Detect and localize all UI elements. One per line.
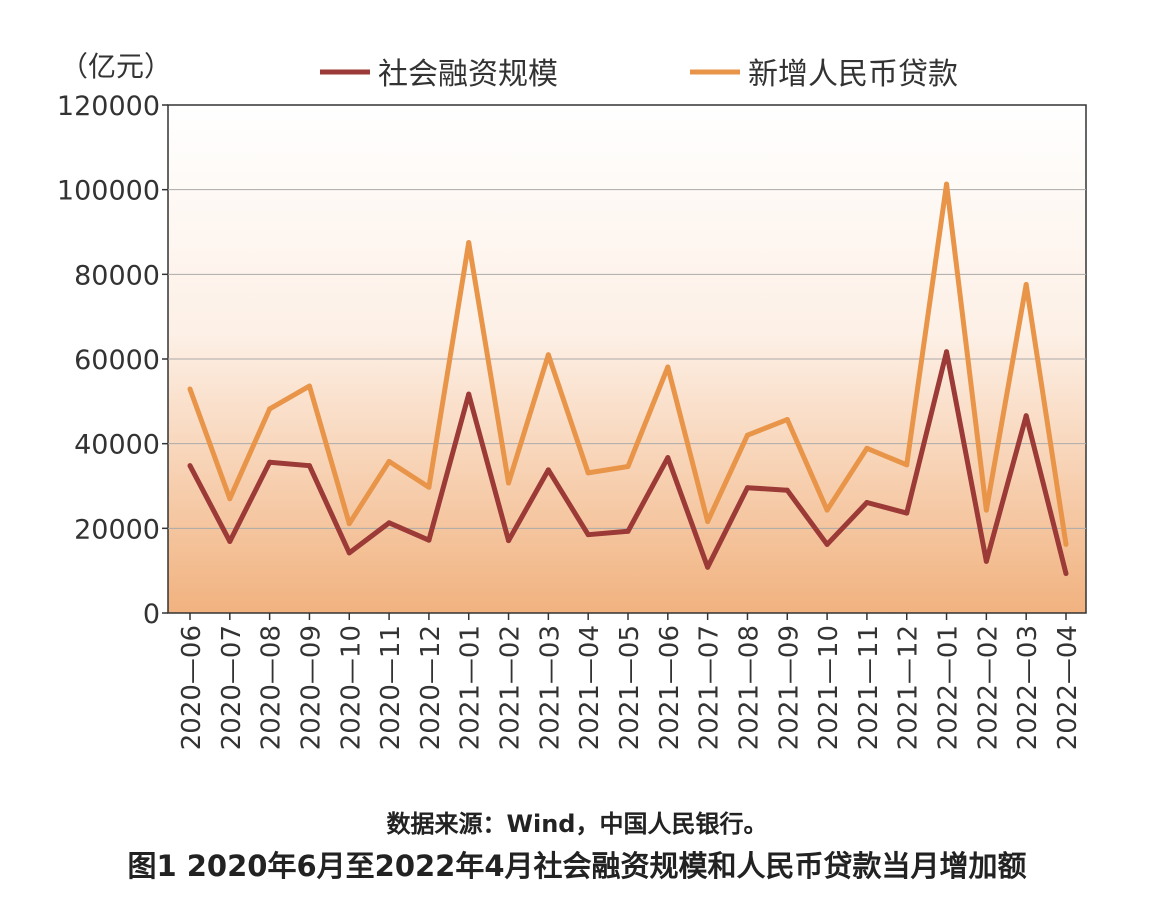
x-tick-label: 2021—06 [655,625,685,750]
data-point [944,349,950,355]
y-tick-label: 40000 [74,430,160,461]
legend-label-social-financing: 社会融资规模 [378,57,558,92]
x-tick-label: 2022—04 [1053,625,1083,750]
x-tick-label: 2021—08 [734,625,764,750]
data-point [665,455,671,461]
data-point [545,352,551,358]
data-point [386,458,392,464]
y-tick-label: 0 [143,599,160,630]
data-point [585,532,591,538]
x-tick-label: 2021—05 [615,625,645,750]
x-tick-label: 2021—11 [854,625,884,750]
data-point [426,484,432,490]
y-axis-unit: （亿元） [60,50,172,83]
data-point [904,462,910,468]
data-point [824,507,830,513]
x-tick-label: 2022—01 [934,625,964,750]
y-tick-label: 60000 [74,345,160,376]
data-point [466,391,472,397]
data-point [267,406,273,412]
x-tick-label: 2021—04 [575,625,605,750]
data-point [1063,541,1069,547]
x-tick-label: 2021—03 [535,625,565,750]
x-tick-label: 2020—07 [217,625,247,750]
x-tick-label: 2020—09 [296,625,326,750]
x-tick-label: 2021—01 [456,625,486,750]
data-point [1063,571,1069,577]
data-point [426,537,432,543]
data-point [1023,281,1029,287]
x-tick-label: 2020—06 [177,625,207,750]
data-point [744,485,750,491]
data-point [864,445,870,451]
y-tick-label: 80000 [74,260,160,291]
y-tick-label: 100000 [57,176,160,207]
x-tick-label: 2020—11 [376,625,406,750]
data-point [306,463,312,469]
data-point [506,538,512,544]
data-point [466,240,472,246]
data-point [864,500,870,506]
chart-title: 图1 2020年6月至2022年4月社会融资规模和人民币贷款当月增加额 [127,849,1026,883]
chart-source: 数据来源：Wind，中国人民银行。 [387,810,768,838]
x-tick-label: 2021—10 [814,625,844,750]
x-tick-label: 2021—02 [496,625,526,750]
data-point [784,417,790,423]
y-tick-label: 120000 [57,91,160,122]
x-tick-label: 2020—08 [257,625,287,750]
data-point [744,432,750,438]
data-point [585,470,591,476]
x-tick-label: 2021—07 [695,625,725,750]
data-point [1023,413,1029,419]
x-tick-label: 2021—09 [774,625,804,750]
x-tick-label: 2020—10 [336,625,366,750]
data-point [784,487,790,493]
data-point [506,480,512,486]
data-point [227,496,233,502]
data-point [904,510,910,516]
y-tick-label: 20000 [74,514,160,545]
data-point [267,459,273,465]
legend-label-rmb-loans: 新增人民币贷款 [748,57,958,92]
data-point [625,464,631,470]
data-point [705,519,711,525]
data-point [944,181,950,187]
data-point [346,521,352,527]
x-tick-label: 2022—03 [1013,625,1043,750]
data-point [386,520,392,526]
data-point [306,383,312,389]
data-point [983,507,989,513]
x-tick-label: 2022—02 [973,625,1003,750]
data-point [983,558,989,564]
legend: 社会融资规模 新增人民币贷款 [320,57,958,92]
data-point [545,467,551,473]
data-point [625,528,631,534]
x-tick-label: 2021—12 [894,625,924,750]
data-point [705,564,711,570]
x-tick-label: 2020—12 [416,625,446,750]
data-point [824,541,830,547]
data-point [187,463,193,469]
data-point [227,538,233,544]
data-point [346,550,352,556]
data-point [187,386,193,392]
data-point [665,364,671,370]
